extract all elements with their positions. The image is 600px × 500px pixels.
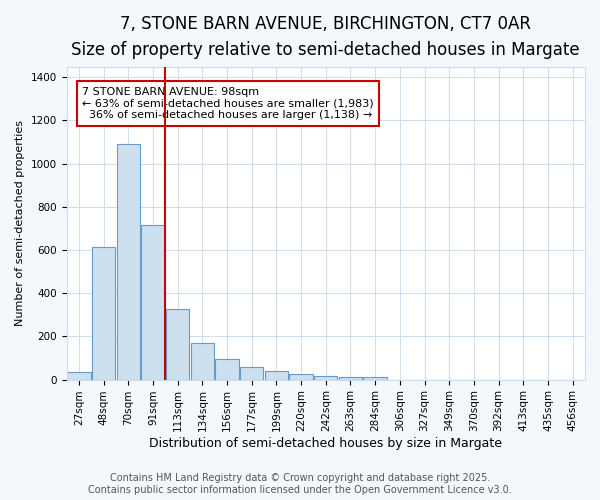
Bar xyxy=(92,247,115,380)
Title: 7, STONE BARN AVENUE, BIRCHINGTON, CT7 0AR
Size of property relative to semi-det: 7, STONE BARN AVENUE, BIRCHINGTON, CT7 0… xyxy=(71,15,580,60)
Bar xyxy=(67,372,91,380)
Bar xyxy=(215,359,239,380)
Bar xyxy=(116,144,140,380)
Bar xyxy=(339,378,362,380)
X-axis label: Distribution of semi-detached houses by size in Margate: Distribution of semi-detached houses by … xyxy=(149,437,502,450)
Bar xyxy=(191,343,214,380)
Bar xyxy=(364,378,387,380)
Text: Contains HM Land Registry data © Crown copyright and database right 2025.
Contai: Contains HM Land Registry data © Crown c… xyxy=(88,474,512,495)
Text: 7 STONE BARN AVENUE: 98sqm
← 63% of semi-detached houses are smaller (1,983)
  3: 7 STONE BARN AVENUE: 98sqm ← 63% of semi… xyxy=(82,87,374,120)
Bar xyxy=(141,225,164,380)
Bar xyxy=(166,310,190,380)
Y-axis label: Number of semi-detached properties: Number of semi-detached properties xyxy=(15,120,25,326)
Bar xyxy=(289,374,313,380)
Bar xyxy=(265,371,288,380)
Bar xyxy=(314,376,337,380)
Bar xyxy=(240,366,263,380)
